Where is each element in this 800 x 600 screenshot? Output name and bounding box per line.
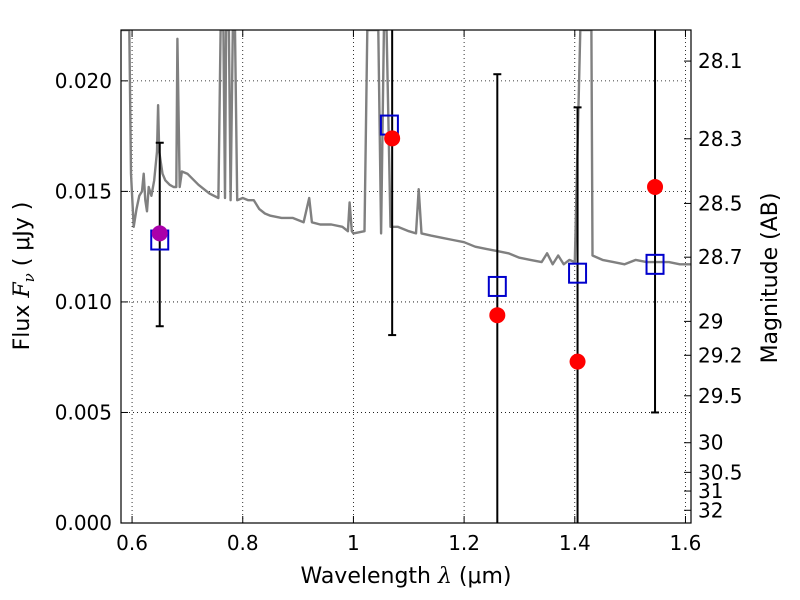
magnitude-tick-label: 29.5 (698, 384, 743, 408)
observed-optical-marker (151, 225, 168, 242)
x-tick-label: 1.6 (670, 531, 702, 555)
magnitude-tick-label: 29 (698, 309, 723, 333)
x-axis-title-prefix: Wavelength (300, 564, 438, 589)
y-axis-title: Flux Fν ( μJy ) (10, 202, 38, 351)
x-tick-label: 1 (347, 531, 360, 555)
model-spectrum-line (121, 30, 691, 266)
magnitude-tick-label: 28.1 (698, 49, 743, 73)
observed-marker (489, 307, 506, 324)
x-tick-label: 1.4 (559, 531, 591, 555)
observed-marker (569, 353, 586, 370)
x-tick-label: 0.8 (227, 531, 259, 555)
data-markers (150, 114, 665, 370)
model-photometry-marker (568, 262, 588, 284)
magnitude-tick-label: 32 (698, 498, 723, 522)
magnitude-tick-label: 30.5 (698, 460, 743, 484)
x-tick-label: 0.6 (116, 531, 148, 555)
y-axis: 0.000 0.005 0.010 0.015 0.020 (55, 69, 128, 535)
model-photometry-marker (487, 275, 507, 297)
magnitude-tick-label: 30 (698, 431, 723, 455)
y-tick-label: 0.005 (55, 400, 112, 424)
y-axis-title-subscript: ν (20, 273, 38, 282)
model-photometry-marker (645, 253, 665, 275)
y-axis-title-prefix: Flux (10, 298, 35, 351)
observed-marker (647, 178, 664, 195)
y-tick-label: 0.020 (55, 69, 112, 93)
y-axis-title-symbol: F (10, 282, 35, 299)
magnitude-tick-label: 29.2 (698, 343, 743, 367)
x-axis-title-unit: (μm) (452, 564, 512, 589)
x-axis: 0.6 0.8 1 1.2 1.4 1.6 (116, 30, 701, 555)
magnitude-tick-label: 28.5 (698, 191, 743, 215)
y-tick-label: 0.015 (55, 179, 112, 203)
y2-axis-title: Magnitude (AB) (758, 193, 783, 364)
y-axis-title-unit: ( μJy ) (10, 202, 35, 274)
y-tick-label: 0.000 (55, 511, 112, 535)
y-tick-label: 0.010 (55, 290, 112, 314)
x-axis-title: Wavelength λ (μm) (300, 564, 511, 589)
x-axis-title-symbol: λ (437, 564, 452, 589)
plot-frame (120, 29, 692, 524)
observed-marker (384, 130, 401, 147)
magnitude-tick-label: 31 (698, 479, 723, 503)
grid (121, 30, 691, 523)
magnitude-tick-label: 28.7 (698, 245, 743, 269)
error-bars (155, 30, 660, 523)
x-tick-label: 1.2 (448, 531, 480, 555)
magnitude-tick-label: 28.3 (698, 127, 743, 151)
plot-background (121, 30, 691, 523)
